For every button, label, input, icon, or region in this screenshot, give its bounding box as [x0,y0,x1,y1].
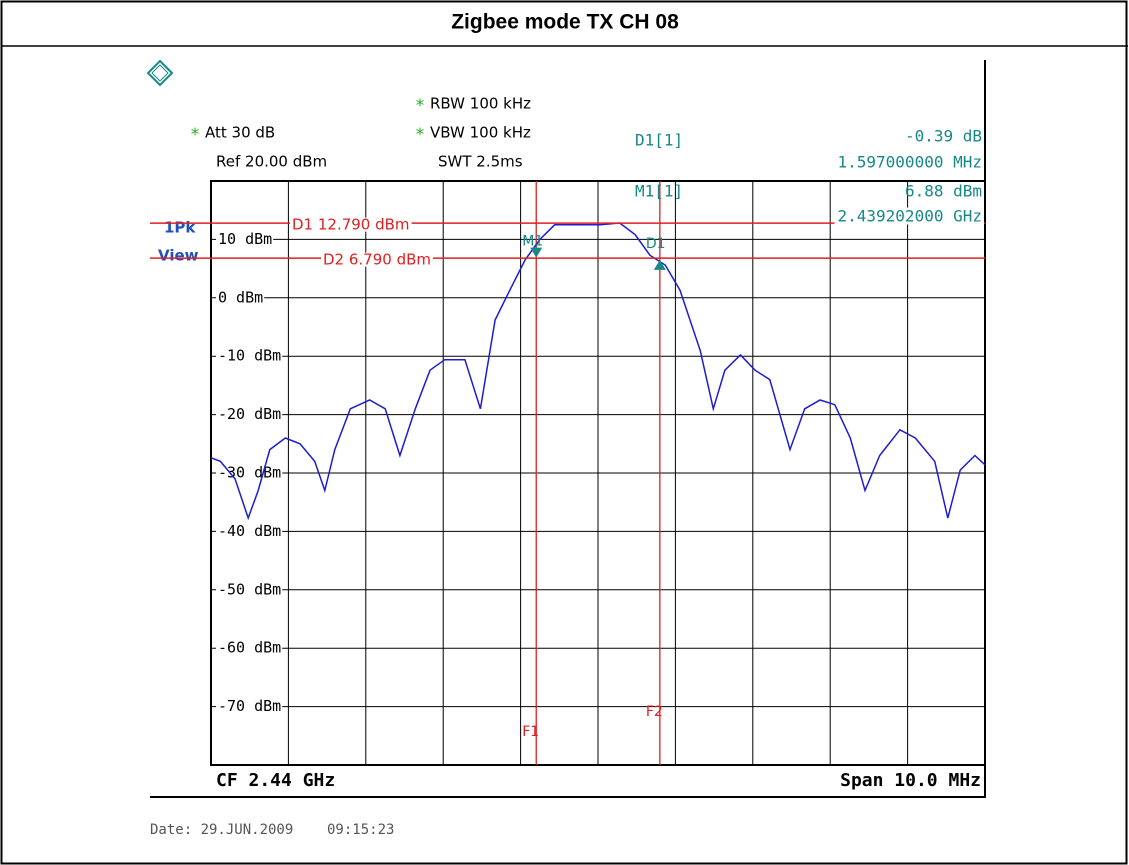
label-background [216,405,283,424]
label-background [216,697,283,716]
marker-label: M1 [522,234,543,250]
readout-position: 1.597000000 MHz [838,153,983,172]
chart-title: Zigbee mode TX CH 08 [451,11,679,34]
setting-flag: * [416,96,425,116]
span: Span 10.0 MHz [840,770,981,791]
setting: VBW 100 kHz [430,124,531,142]
label-background [216,638,283,657]
y-tick-label: -20 dBm [218,405,281,423]
frequency-line-label: F1 [522,724,539,740]
trace [210,222,986,521]
logo [146,59,174,87]
readout-name: M1[1] [635,182,683,201]
label-background [216,346,283,365]
readout-name: D1[1] [635,131,683,150]
display-line-label: D2 6.790 dBm [323,251,431,269]
readout-value: -0.39 dB [905,127,982,146]
y-tick-label: -70 dBm [218,697,281,715]
date: Date: 29.JUN.2009 09:15:23 [150,822,394,838]
setting: Att 30 dB [205,124,275,142]
label-background [290,217,412,232]
y-tick-label: -50 dBm [218,580,281,598]
setting: RBW 100 kHz [430,95,531,113]
label-background [216,229,274,248]
frequency-line-label: F2 [646,704,663,720]
marker [530,247,543,258]
y-tick-label: 0 dBm [218,288,263,306]
setting-flag: * [416,125,425,145]
marker-label: D1 [646,236,666,252]
setting-flag: * [191,125,200,145]
label-background [834,207,984,225]
y-tick-label: -40 dBm [218,522,281,540]
setting: Ref 20.00 dBm [216,153,327,171]
readout-value: 6.88 dBm [905,182,982,201]
y-tick-label: -30 dBm [218,464,281,482]
trace-mode: 1Pk [164,219,196,237]
label-background [216,288,265,307]
setting: SWT 2.5ms [438,153,523,171]
marker [653,259,666,270]
y-tick-label: -60 dBm [218,639,281,657]
label-background [216,521,283,540]
trace-mode: View [158,247,199,265]
center-frequency: CF 2.44 GHz [216,770,335,791]
display-line-label: D1 12.790 dBm [292,216,410,234]
label-background [216,580,283,599]
readout-position: 2.439202000 GHz [838,207,983,226]
y-tick-label: 10 dBm [218,230,272,248]
y-tick-label: -10 dBm [218,347,281,365]
label-background [321,252,433,267]
